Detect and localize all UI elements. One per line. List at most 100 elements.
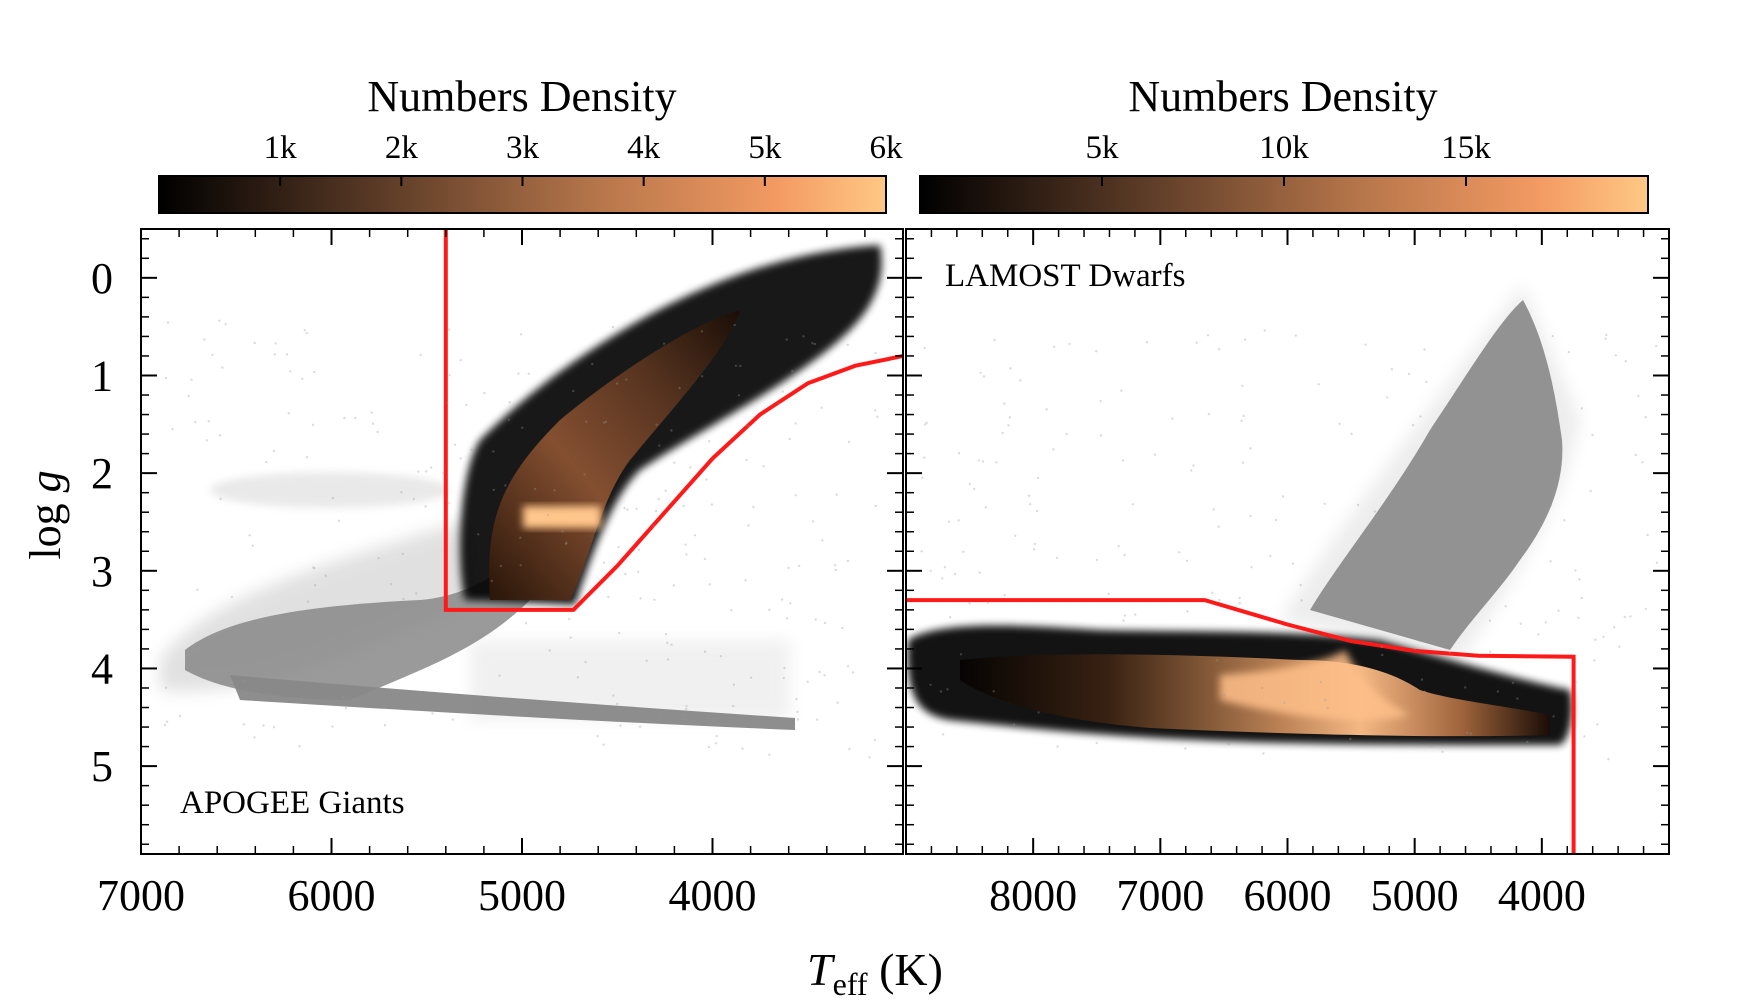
gray-point — [672, 584, 675, 587]
gray-point — [527, 372, 530, 375]
gray-point — [682, 504, 685, 508]
gray-point — [451, 718, 454, 721]
gray-point — [1605, 333, 1608, 337]
gray-point — [585, 420, 588, 423]
gray-point — [1014, 534, 1017, 537]
x-tick-label-right: 7000 — [1116, 871, 1204, 920]
gray-point — [823, 621, 827, 625]
colorbar-right: Numbers Density 5k 10k 15k — [919, 72, 1649, 214]
gray-point — [1187, 629, 1191, 632]
gray-point — [399, 649, 402, 653]
gray-point — [1056, 745, 1059, 748]
gray-point — [1324, 698, 1327, 702]
gray-point — [1294, 334, 1298, 337]
gray-point — [1350, 432, 1353, 435]
gray-point — [520, 700, 523, 703]
gray-point — [707, 745, 711, 749]
gray-point — [602, 561, 606, 564]
gray-point — [811, 342, 814, 345]
gray-point — [841, 626, 844, 630]
gray-point — [1003, 594, 1006, 597]
colorbar-right-title: Numbers Density — [1128, 72, 1437, 121]
gray-point — [715, 734, 718, 738]
gray-point — [1037, 711, 1040, 714]
gray-point — [834, 568, 837, 572]
gray-point — [741, 747, 744, 750]
gray-point — [747, 425, 751, 428]
gray-point — [1519, 622, 1523, 625]
gray-point — [465, 403, 468, 407]
gray-point — [218, 319, 221, 322]
gray-point — [1526, 740, 1529, 744]
gray-point — [700, 375, 704, 378]
gray-point — [1107, 592, 1110, 595]
gray-point — [1134, 613, 1137, 616]
gray-point — [820, 406, 823, 409]
gray-point — [1418, 639, 1421, 642]
gray-point — [289, 370, 292, 373]
gray-point — [1190, 469, 1193, 472]
gray-point — [1618, 645, 1621, 648]
gray-point — [811, 520, 815, 523]
gray-point — [783, 666, 786, 670]
gray-point — [986, 601, 989, 604]
gray-point — [689, 466, 692, 469]
gray-point — [313, 567, 316, 570]
gray-point — [693, 534, 697, 537]
gray-point — [1536, 495, 1539, 498]
gray-point — [1263, 329, 1266, 332]
gray-point — [1602, 635, 1605, 638]
gray-point — [447, 502, 450, 505]
selection-boundary-right — [906, 598, 1576, 854]
gray-point — [730, 609, 733, 612]
gray-point — [1544, 621, 1548, 624]
gray-point — [1644, 607, 1648, 611]
gray-point — [1338, 422, 1341, 426]
gray-point — [499, 564, 503, 568]
gray-point — [833, 564, 837, 567]
gray-point — [412, 497, 415, 501]
gray-point — [814, 618, 817, 621]
gray-point — [777, 402, 780, 405]
gray-point — [1269, 554, 1272, 558]
gray-point — [477, 533, 480, 536]
gray-point — [802, 335, 805, 338]
gray-point — [262, 724, 265, 727]
gray-point — [218, 434, 222, 437]
gray-point — [874, 504, 877, 508]
gray-point — [376, 430, 379, 434]
gray-point — [561, 530, 564, 533]
gray-point — [1469, 732, 1473, 735]
gray-population-left — [160, 472, 795, 730]
gray-point — [657, 497, 660, 501]
gray-point — [1580, 596, 1584, 600]
gray-point — [794, 494, 797, 497]
gray-point — [734, 364, 738, 367]
gray-point — [939, 690, 943, 693]
gray-point — [995, 461, 998, 464]
gray-point — [519, 564, 522, 567]
gray-point — [370, 411, 373, 414]
gray-point — [553, 489, 556, 492]
gray-point — [1574, 681, 1578, 684]
gray-point — [652, 524, 656, 528]
gray-point — [1488, 570, 1492, 573]
gray-point — [925, 421, 928, 424]
gray-point — [448, 374, 451, 377]
gray-point — [868, 756, 871, 759]
gray-point — [1537, 633, 1540, 636]
gray-point — [442, 471, 445, 474]
gray-point — [1385, 572, 1388, 576]
gray-point — [815, 718, 819, 721]
gray-point — [453, 443, 457, 446]
gray-point — [732, 683, 736, 686]
gray-point — [798, 564, 801, 568]
gray-point — [596, 734, 599, 738]
colorbar-tick-label: 10k — [1259, 130, 1309, 166]
gray-point — [308, 636, 312, 640]
gray-point — [1299, 583, 1302, 587]
gray-point — [1178, 551, 1181, 554]
y-tick-label: 3 — [91, 547, 113, 596]
gray-point — [253, 341, 256, 345]
gray-point — [847, 440, 851, 444]
